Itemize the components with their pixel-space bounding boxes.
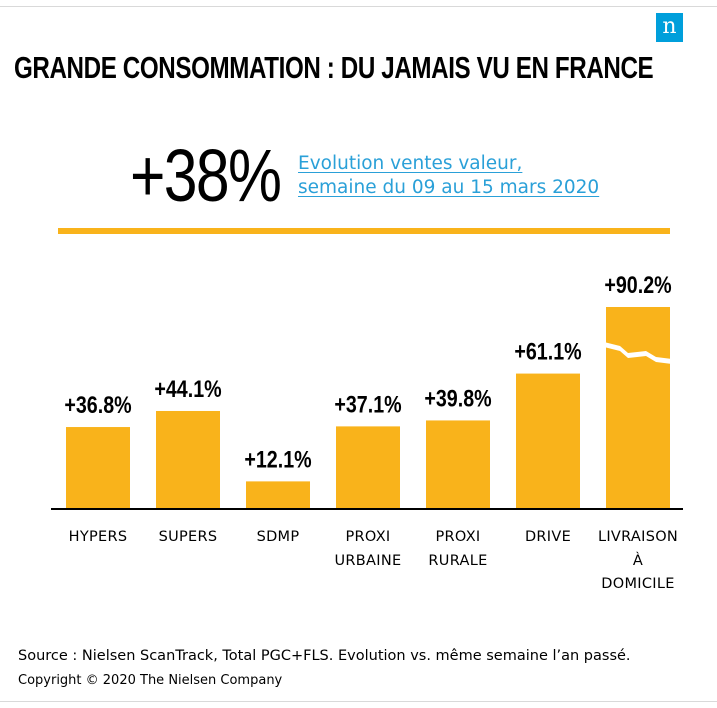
bar	[336, 426, 400, 508]
kpi-caption-line-2: semaine du 09 au 15 mars 2020	[298, 177, 600, 198]
data-label: +12.1%	[244, 446, 311, 473]
data-label: +36.8%	[64, 391, 131, 418]
category-label-line: URBAINE	[334, 552, 402, 569]
axis-break-mark	[604, 342, 672, 364]
category-label: SDMP	[223, 526, 333, 550]
category-label: LIVRAISON À DOMICILE	[583, 526, 693, 597]
data-label: +90.2%	[604, 271, 671, 298]
category-label: PROXI URBAINE	[313, 526, 423, 573]
category-label-line: PROXI	[435, 529, 481, 545]
category-label-line: PROXI	[345, 529, 391, 545]
bar	[246, 481, 310, 508]
bar	[66, 427, 130, 508]
data-label: +61.1%	[514, 338, 581, 365]
category-label-line: SUPERS	[158, 529, 218, 545]
category-label-line: HYPERS	[68, 529, 128, 545]
category-label-line: DOMICILE	[601, 576, 675, 592]
category-label: HYPERS	[43, 526, 153, 550]
category-label: DRIVE	[493, 526, 603, 550]
top-border	[0, 6, 717, 7]
bar	[516, 373, 580, 508]
category-label-line: SDMP	[256, 529, 300, 545]
category-label-line: DRIVE	[524, 529, 572, 545]
category-label-line: À	[632, 552, 644, 569]
nielsen-logo: n	[656, 13, 683, 42]
bottom-border	[0, 701, 717, 702]
bar	[156, 410, 220, 508]
bar	[606, 307, 670, 508]
data-label: +37.1%	[334, 391, 401, 418]
category-label-line: RURALE	[428, 552, 488, 569]
copyright-note: Copyright © 2020 The Nielsen Company	[18, 673, 283, 688]
kpi-divider	[58, 228, 670, 234]
data-label: +39.8%	[424, 385, 491, 412]
bar	[426, 420, 490, 508]
source-note: Source : Nielsen ScanTrack, Total PGC+FL…	[18, 648, 631, 664]
kpi-caption[interactable]: Evolution ventes valeur, semaine du 09 a…	[298, 152, 599, 200]
category-label: PROXI RURALE	[403, 526, 513, 573]
kpi-value: +38%	[130, 134, 282, 217]
category-label: SUPERS	[133, 526, 243, 550]
category-label-line: LIVRAISON	[597, 529, 679, 545]
kpi-caption-line-1: Evolution ventes valeur,	[298, 153, 523, 174]
data-label: +44.1%	[154, 375, 221, 402]
